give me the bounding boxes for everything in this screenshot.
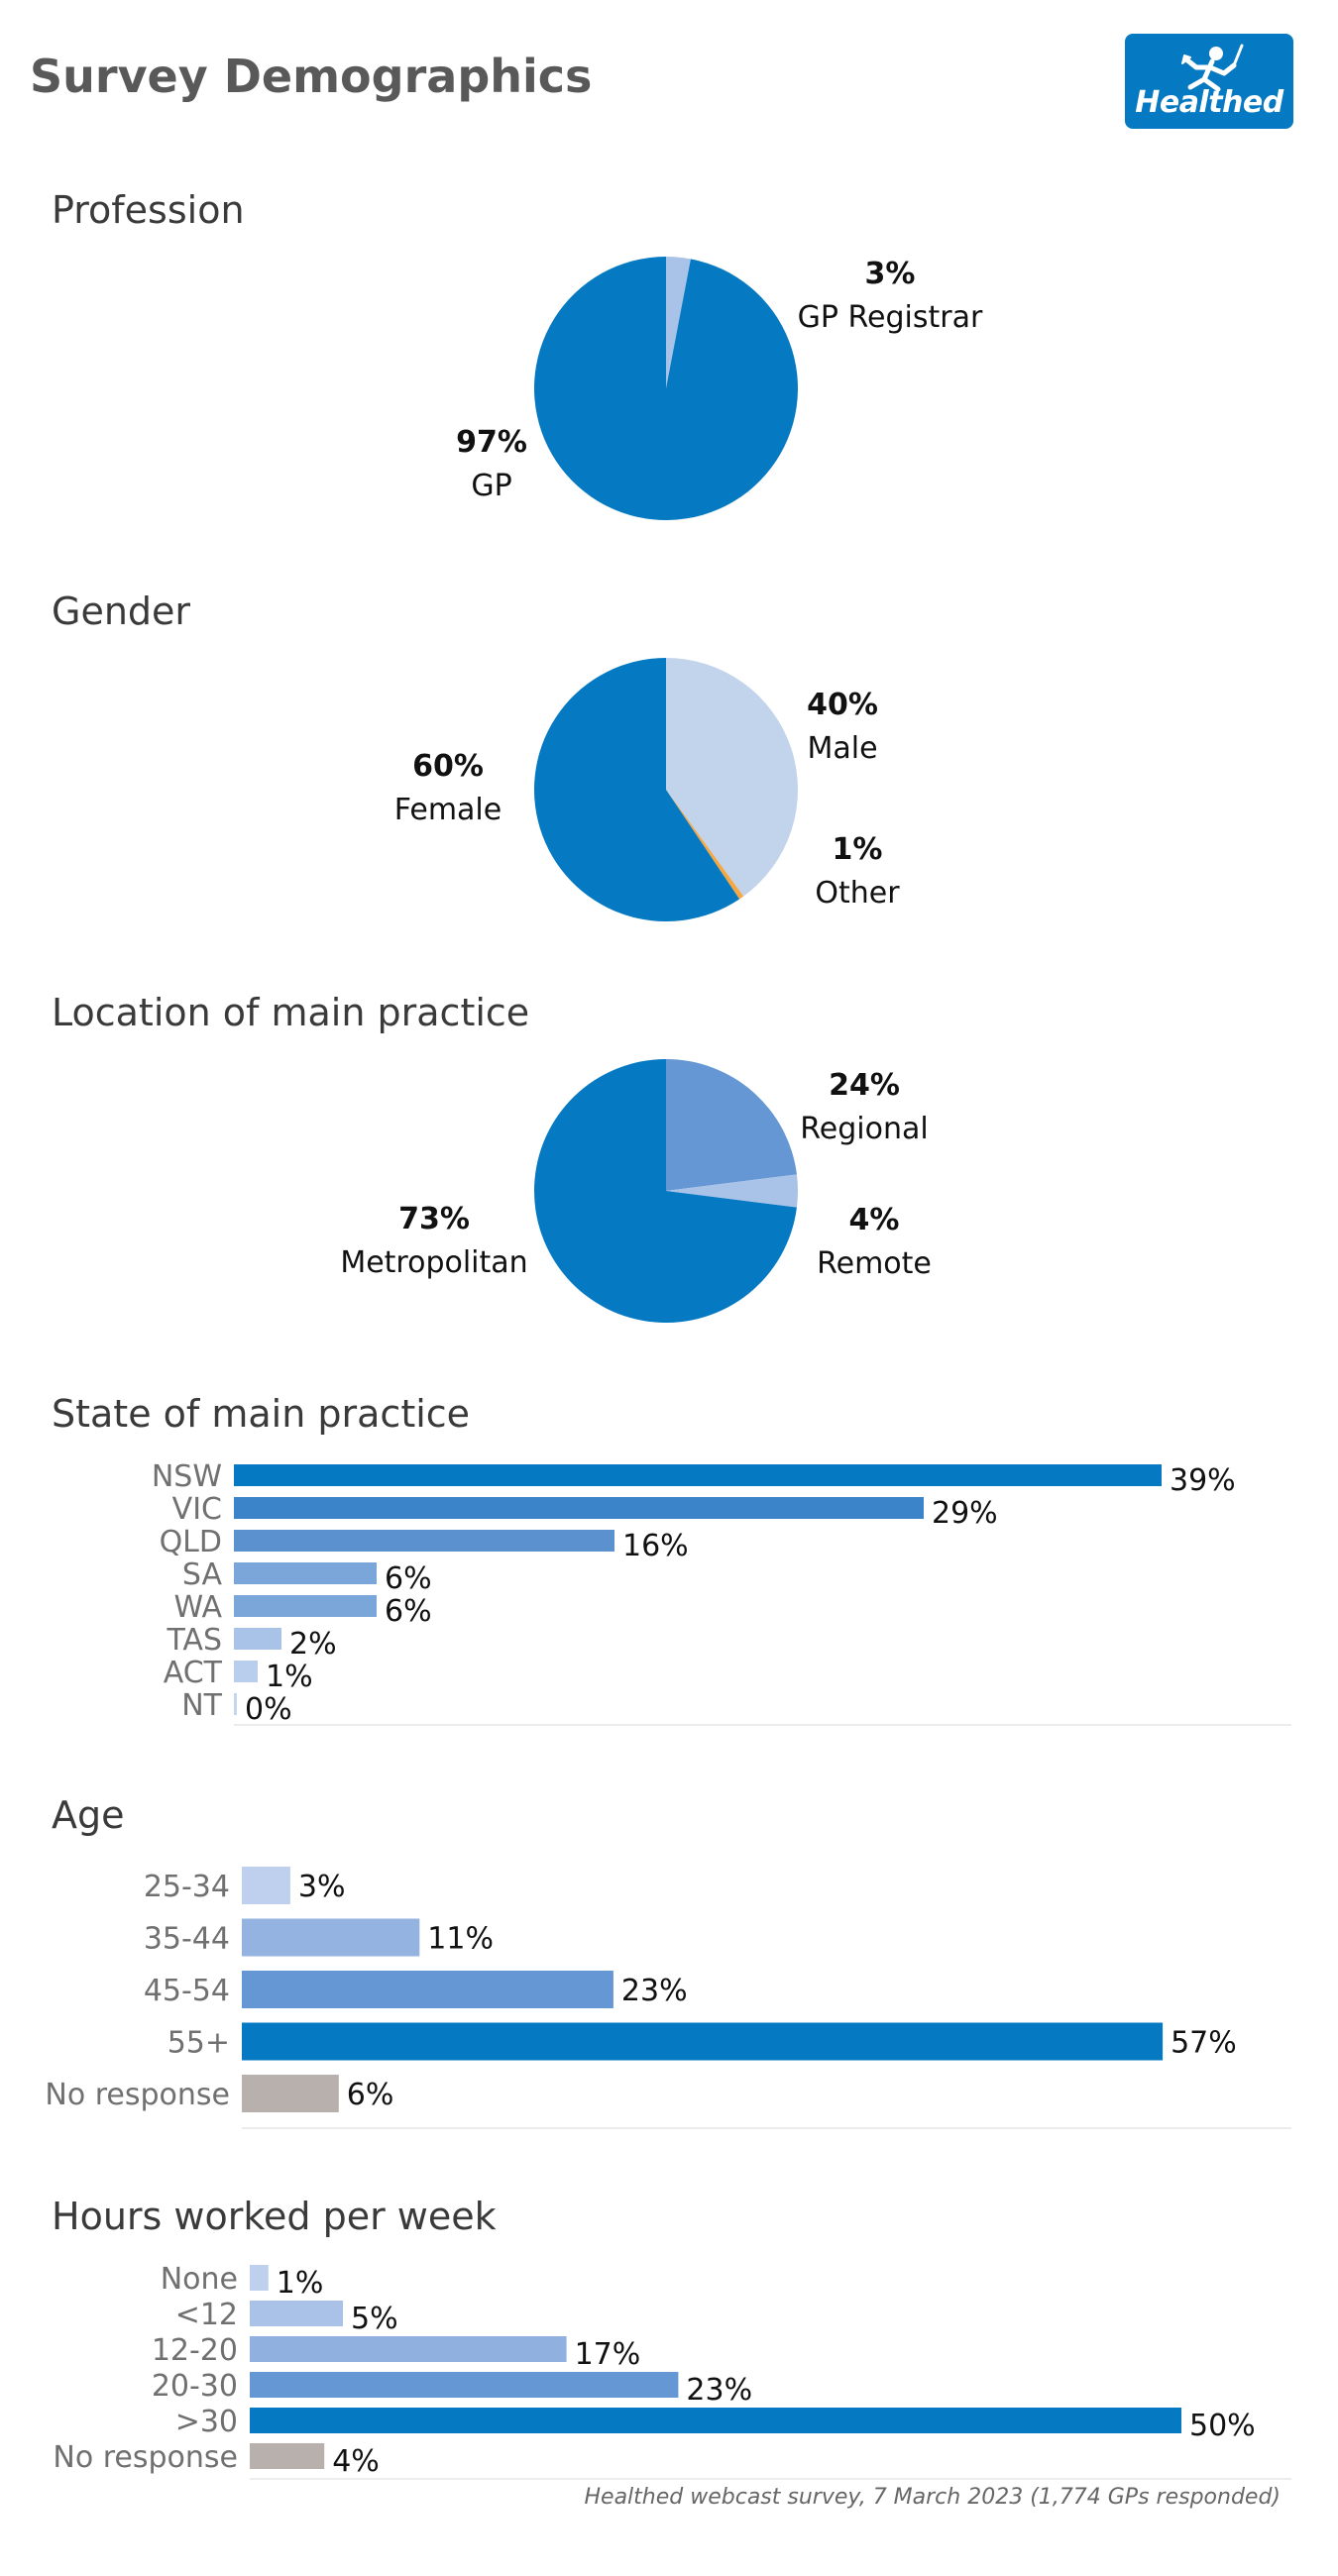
pie-slice-gp [533,257,798,520]
pie-label-other-pct: 1% [833,832,883,867]
value-label-nt: 0% [245,1692,292,1727]
category-label-nsw: NSW [152,1459,222,1494]
category-label-wa: WA [173,1590,222,1625]
pie-label-gp: GP [471,469,511,503]
value-label-12-20: 17% [575,2337,641,2372]
pie-label-gp-pct: 97% [456,425,527,460]
bar-no-response [250,2443,325,2469]
category-label-30: >30 [175,2405,238,2439]
pie-label-remote-pct: 4% [849,1203,900,1237]
pie-label-remote: Remote [817,1246,932,1281]
pie-label-regional: Regional [800,1112,928,1146]
pie-label-female-pct: 60% [412,749,484,784]
bar-nsw [234,1464,1162,1486]
bar-25-34 [242,1867,290,1904]
category-label-55: 55+ [167,2026,230,2061]
pie-label-metropolitan: Metropolitan [340,1245,527,1280]
location-pie-chart: 24% Regional 4% Remote 73% Metropolitan [340,1059,932,1323]
profession-pie-chart: 3% GP Registrar 97% GP [456,257,983,520]
age-title: Age [52,1793,125,1837]
pie-slice-other [666,790,744,900]
pie-label-metropolitan-pct: 73% [398,1202,470,1236]
value-label-sa: 6% [385,1561,432,1596]
bar-tas [234,1628,281,1650]
gender-pie-chart: 40% Male 1% Other 60% Female [394,658,900,921]
category-label-20-30: 20-30 [152,2369,238,2404]
bar-30 [250,2408,1181,2433]
value-label-20-30: 23% [686,2373,752,2408]
value-label-nsw: 39% [1170,1463,1236,1498]
bar-qld [234,1530,614,1552]
category-label-qld: QLD [160,1525,222,1559]
pie-label-regional-pct: 24% [829,1068,900,1103]
logo-text: Healthed [1135,85,1283,120]
pie-label-male: Male [807,731,877,766]
value-label-qld: 16% [622,1529,689,1563]
bar-20-30 [250,2372,679,2398]
bar-35-44 [242,1918,420,1957]
category-label-tas: TAS [166,1623,222,1658]
pie-slice-remote [666,1174,798,1208]
category-label-12-20: 12-20 [152,2333,238,2368]
value-label-no-response: 6% [347,2078,394,2112]
category-label-12: <12 [175,2298,238,2332]
location-title: Location of main practice [52,991,530,1034]
bar-45-54 [242,1971,613,2008]
category-label-45-54: 45-54 [144,1974,230,2008]
pie-slice-male [666,658,798,897]
value-label-none: 1% [277,2266,324,2301]
bar-act [234,1661,258,1682]
bar-no-response [242,2075,339,2112]
pie-label-other: Other [815,876,900,911]
category-label-vic: VIC [172,1492,222,1527]
age-bar-chart: 25-34 3% 35-44 11% 45-54 23% 55+ 57% No response… [45,1867,1291,2129]
value-label-act: 1% [266,1660,313,1694]
pie-label-gp-registrar: GP Registrar [798,300,983,335]
page-title: Survey Demographics [30,50,593,103]
value-label-25-34: 3% [298,1870,346,1904]
runner-figure-icon [1181,44,1244,92]
bar-55 [242,2022,1164,2061]
category-label-none: None [161,2262,238,2297]
bar-12 [250,2301,343,2326]
state-title: State of main practice [52,1392,471,1436]
pie-label-male-pct: 40% [807,688,878,722]
category-label-nt: NT [181,1688,222,1723]
value-label-tas: 2% [289,1627,337,1662]
category-label-35-44: 35-44 [144,1922,230,1957]
footer-source-note: Healthed webcast survey, 7 March 2023 (1… [584,2485,1282,2510]
value-label-wa: 6% [385,1594,432,1629]
value-label-12: 5% [351,2302,398,2336]
bar-nt [234,1693,237,1715]
profession-title: Profession [52,188,245,232]
bar-sa [234,1562,377,1584]
category-label-sa: SA [182,1557,223,1592]
value-label-vic: 29% [932,1496,998,1531]
bar-12-20 [250,2336,567,2362]
state-bar-chart: NSW 39% VIC 29% QLD 16% SA 6% WA 6% TAS 2% ACT 1% NT 0% [152,1459,1291,1727]
pie-slice-metropolitan [534,1059,797,1323]
pie-slice-female [534,658,740,921]
bar-none [250,2265,269,2291]
category-label-25-34: 25-34 [144,1870,230,1904]
gender-title: Gender [52,590,191,633]
pie-label-gp-registrar-pct: 3% [865,257,916,291]
category-label-no-response: No response [45,2078,230,2112]
pie-slice-regional [666,1059,797,1191]
value-label-no-response: 4% [332,2444,380,2479]
value-label-45-54: 23% [621,1974,688,2008]
bar-wa [234,1595,377,1617]
category-label-no-response: No response [53,2440,238,2475]
bar-vic [234,1497,924,1519]
category-label-act: ACT [164,1656,223,1690]
value-label-30: 50% [1189,2409,1256,2443]
pie-slice-gp-registrar [666,257,691,388]
value-label-55: 57% [1171,2026,1237,2061]
value-label-35-44: 11% [427,1922,494,1957]
pie-label-female: Female [394,793,502,827]
hours-bar-chart: None 1% <12 5% 12-20 17% 20-30 23% >30 50% No resp… [53,2262,1291,2480]
healthed-logo: Healthed [1125,34,1293,129]
hours-title: Hours worked per week [52,2195,497,2238]
